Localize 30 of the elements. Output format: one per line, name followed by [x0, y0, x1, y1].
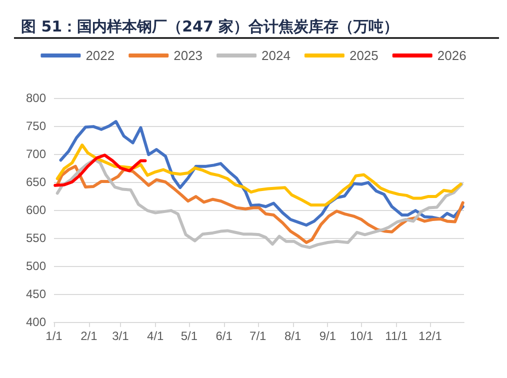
y-tick-label: 400: [26, 315, 46, 329]
legend-label: 2026: [437, 48, 466, 63]
x-tick-label: 9/1: [319, 329, 336, 343]
x-tick-label: 4/1: [147, 329, 164, 343]
legend-label: 2022: [86, 48, 115, 63]
y-tick-label: 600: [26, 203, 46, 217]
x-tick-label: 2/1: [80, 329, 98, 343]
x-tick-label: 10/1: [350, 329, 374, 343]
y-tick-label: 650: [26, 175, 46, 189]
x-tick-label: 7/1: [250, 329, 267, 343]
legend-label: 2024: [262, 48, 290, 63]
x-tick-label: 1/1: [46, 329, 63, 343]
x-tick-label: 3/1: [112, 329, 130, 343]
legend-label: 2025: [349, 48, 378, 63]
line-series: [56, 144, 462, 206]
x-tick-label: 8/1: [284, 329, 302, 343]
x-tick-label: 12/1: [418, 329, 442, 343]
y-tick-label: 800: [26, 91, 46, 105]
line-series: [54, 154, 147, 187]
x-tick-label: 6/1: [216, 329, 233, 343]
line-series: [59, 120, 464, 227]
x-tick-label: 11/1: [385, 329, 408, 343]
y-tick-label: 750: [26, 119, 46, 133]
y-tick-label: 500: [26, 259, 46, 273]
chart-title: 图 51：国内样本钢厂（247 家）合计焦炭库存（万吨）: [21, 18, 399, 36]
y-tick-label: 450: [26, 287, 46, 301]
y-tick-label: 700: [26, 147, 46, 161]
x-tick-label: 5/1: [180, 329, 198, 343]
legend-label: 2023: [174, 48, 203, 63]
y-tick-label: 550: [26, 231, 46, 245]
